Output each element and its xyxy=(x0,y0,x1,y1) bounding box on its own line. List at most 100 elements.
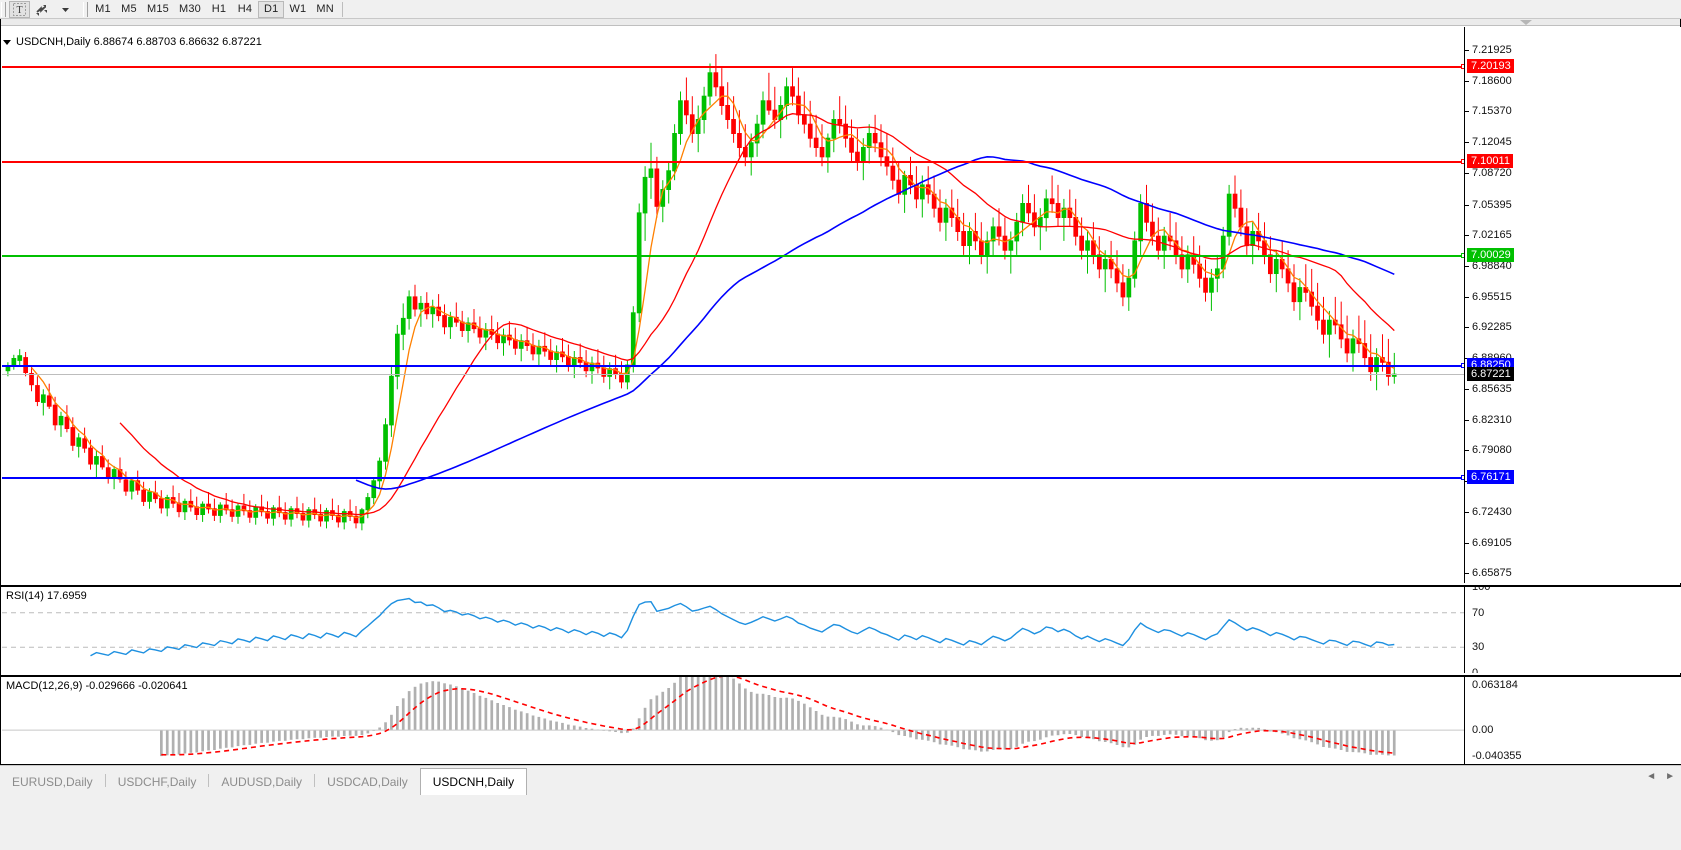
timeframe-w1[interactable]: W1 xyxy=(289,3,307,15)
level-line-pivot[interactable] xyxy=(2,252,1464,258)
timeframe-m5[interactable]: M5 xyxy=(121,3,137,15)
price-tick-mark xyxy=(1465,450,1469,452)
price-tick-label: 7.12045 xyxy=(1472,136,1512,149)
price-tick-mark xyxy=(1465,111,1469,113)
macd-tick-label: 0.063184 xyxy=(1472,679,1518,691)
timeframe-h4[interactable]: H4 xyxy=(237,3,253,15)
tab-divider xyxy=(208,773,210,787)
price-tick-label: 7.08720 xyxy=(1472,167,1512,180)
rsi-tick-label: 100 xyxy=(1472,585,1491,593)
toolbar-grip-1[interactable] xyxy=(1,1,6,17)
price-tick-label: 6.85635 xyxy=(1472,383,1512,395)
rsi-line-chart xyxy=(2,597,1464,657)
chart-tab-strip: EURUSD,Daily USDCHF,Daily AUDUSD,Daily USDC… xyxy=(0,765,1681,850)
macd-label: MACD(12,26,9) -0.029666 -0.020641 xyxy=(6,680,188,692)
price-tick-label: 7.15370 xyxy=(1472,105,1512,118)
text-icon: T xyxy=(13,2,26,16)
chart-tab-eurusd[interactable]: EURUSD,Daily xyxy=(12,775,93,789)
price-tick-mark xyxy=(1465,265,1469,267)
price-panel[interactable]: USDCNH,Daily 6.88674 6.88703 6.86632 6.8… xyxy=(1,27,1681,583)
macd-axis: 0.063184 0.00 -0.040355 xyxy=(1465,677,1681,764)
level-line-handle[interactable] xyxy=(1461,475,1464,481)
level-price-tag-resistance-2[interactable]: 7.10011 xyxy=(1467,154,1513,169)
macd-tick-label: 0.00 xyxy=(1472,724,1494,737)
rsi-plot-area[interactable] xyxy=(2,587,1465,673)
scroll-collapse-arrow-icon[interactable] xyxy=(1520,20,1532,25)
price-tick-label: 6.82310 xyxy=(1472,414,1512,427)
indicators-icon xyxy=(36,4,47,16)
price-tick-label: 7.21925 xyxy=(1472,44,1512,57)
timeframe-d1[interactable]: D1 xyxy=(258,0,285,18)
price-tick-mark xyxy=(1465,420,1469,422)
price-tick-mark xyxy=(1465,204,1469,206)
price-tick-mark xyxy=(1465,326,1469,328)
main-toolbar: T M1 M5 M15 M30 H1 H4 D1 W1 MN xyxy=(0,0,1681,19)
text-tool-button[interactable]: T xyxy=(9,0,30,18)
macd-plot-area[interactable] xyxy=(2,677,1465,764)
level-line-support-1[interactable] xyxy=(2,362,1464,368)
price-tick-mark xyxy=(1465,573,1469,575)
tab-divider xyxy=(104,773,106,787)
chart-tabs: EURUSD,Daily USDCHF,Daily AUDUSD,Daily USDC… xyxy=(0,766,528,795)
level-line-handle[interactable] xyxy=(1461,159,1464,165)
candlestick-chart xyxy=(5,54,1397,531)
chart-scroll-strip[interactable] xyxy=(1,19,1680,26)
price-plot-area[interactable] xyxy=(2,27,1465,583)
indicators-button[interactable] xyxy=(32,1,53,18)
svg-text:T: T xyxy=(16,5,22,16)
toolbar-grip-2[interactable] xyxy=(83,1,88,17)
level-line-handle[interactable] xyxy=(1461,64,1464,70)
chevron-down-icon xyxy=(62,7,69,12)
level-line-handle[interactable] xyxy=(1461,252,1464,258)
tab-nav-next[interactable]: ► xyxy=(1665,771,1675,782)
price-tick-label: 6.72430 xyxy=(1472,506,1512,519)
macd-tick-label: -0.040355 xyxy=(1472,750,1522,762)
chart-tab-usdcnh[interactable]: USDCNH,Daily xyxy=(419,768,528,795)
rsi-tick-label: 30 xyxy=(1472,641,1485,654)
price-tick-label: 6.69105 xyxy=(1472,537,1512,550)
timeframe-m15[interactable]: M15 xyxy=(147,3,169,15)
chart-tab-usdcad[interactable]: USDCAD,Daily xyxy=(327,775,408,789)
price-axis[interactable]: 7.21925 7.18600 7.15370 7.12045 7.08720 7.053… xyxy=(1465,27,1681,583)
tab-divider xyxy=(314,773,316,787)
macd-histogram-chart xyxy=(2,677,1464,757)
rsi-panel[interactable]: RSI(14) 17.6959 100 70 30 0 xyxy=(1,585,1681,673)
timeframe-m1[interactable]: M1 xyxy=(95,3,111,15)
timeframe-m30[interactable]: M30 xyxy=(179,3,201,15)
symbol-caret-icon[interactable] xyxy=(3,39,11,45)
price-tick-label: 7.05395 xyxy=(1472,198,1512,211)
price-tick-mark xyxy=(1465,543,1469,545)
macd-panel[interactable]: MACD(12,26,9) -0.029666 -0.020641 0.0631… xyxy=(1,675,1681,764)
level-line-handle[interactable] xyxy=(1461,362,1464,368)
timeframe-mn[interactable]: MN xyxy=(316,3,334,15)
level-line-resistance-2[interactable] xyxy=(2,159,1464,165)
timeframe-group: M1 M5 M15 M30 H1 H4 D1 W1 MN xyxy=(90,0,346,18)
price-tick-mark xyxy=(1465,81,1469,83)
price-tick-label: 6.92285 xyxy=(1472,320,1512,333)
last-price-tag: 6.87221 xyxy=(1467,367,1514,382)
price-tick-mark xyxy=(1465,173,1469,175)
level-line-resistance-1[interactable] xyxy=(2,64,1464,70)
price-tick-mark xyxy=(1465,296,1469,298)
symbol-header-text: USDCNH,Daily 6.88674 6.88703 6.86632 6.8… xyxy=(16,36,262,48)
level-line-support-2[interactable] xyxy=(2,475,1464,481)
price-tick-label: 7.18600 xyxy=(1472,75,1512,88)
chart-tab-usdchf[interactable]: USDCHF,Daily xyxy=(117,775,197,789)
rsi-tick-label: 70 xyxy=(1472,606,1485,619)
level-price-tag-pivot[interactable]: 7.00029 xyxy=(1467,247,1514,262)
chart-window[interactable]: USDCNH,Daily 6.88674 6.88703 6.86632 6.8… xyxy=(0,19,1681,784)
last-price-line xyxy=(2,374,1464,376)
tab-nav-prev[interactable]: ◄ xyxy=(1646,771,1657,782)
price-tick-mark xyxy=(1465,234,1469,236)
level-price-tag-support-2[interactable]: 6.76171 xyxy=(1467,470,1514,485)
level-price-tag-resistance-1[interactable]: 7.20193 xyxy=(1467,59,1514,74)
indicators-dropdown-button[interactable] xyxy=(55,1,76,18)
price-tick-label: 7.02165 xyxy=(1472,228,1512,241)
rsi-tick-label: 0 xyxy=(1472,667,1479,673)
symbol-header: USDCNH,Daily 6.88674 6.88703 6.86632 6.8… xyxy=(3,36,262,48)
price-tick-mark xyxy=(1465,50,1469,52)
rsi-label: RSI(14) 17.6959 xyxy=(6,590,87,602)
price-tick-mark xyxy=(1465,512,1469,514)
timeframe-h1[interactable]: H1 xyxy=(211,3,227,15)
chart-tab-audusd[interactable]: AUDUSD,Daily xyxy=(221,775,303,789)
